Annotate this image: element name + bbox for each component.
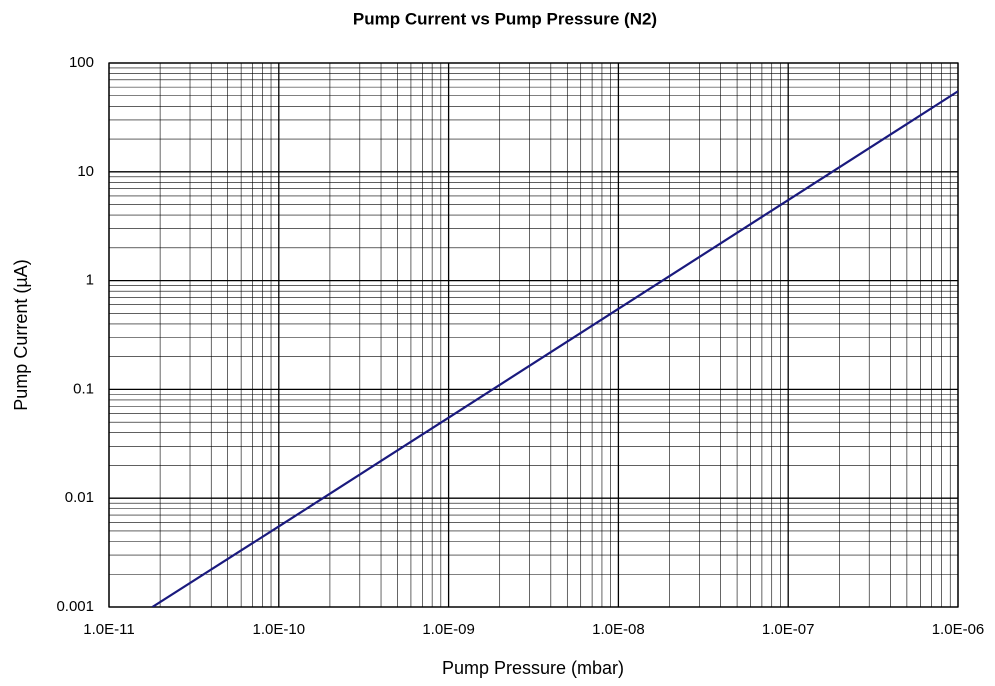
plot-border [108, 62, 959, 608]
x-tick-label: 1.0E-11 [83, 621, 134, 638]
y-tick-label: 100 [69, 54, 94, 71]
chart-title: Pump Current vs Pump Pressure (N2) [353, 9, 657, 28]
y-tick-label: 1 [86, 272, 94, 289]
x-tick-label: 1.0E-08 [592, 621, 645, 638]
y-tick-label: 0.1 [73, 380, 94, 397]
data-line [151, 90, 958, 607]
x-tick-label: 1.0E-06 [932, 621, 985, 638]
x-axis-title: Pump Pressure (mbar) [442, 658, 624, 678]
y-tick-label: 0.001 [56, 598, 94, 615]
y-tick-label: 10 [77, 163, 94, 180]
y-tick-label: 0.01 [65, 489, 94, 506]
x-tick-label: 1.0E-09 [422, 621, 475, 638]
y-axis-title: Pump Current (µA) [11, 259, 31, 410]
x-tick-label: 1.0E-07 [762, 621, 815, 638]
x-tick-label: 1.0E-10 [253, 621, 306, 638]
